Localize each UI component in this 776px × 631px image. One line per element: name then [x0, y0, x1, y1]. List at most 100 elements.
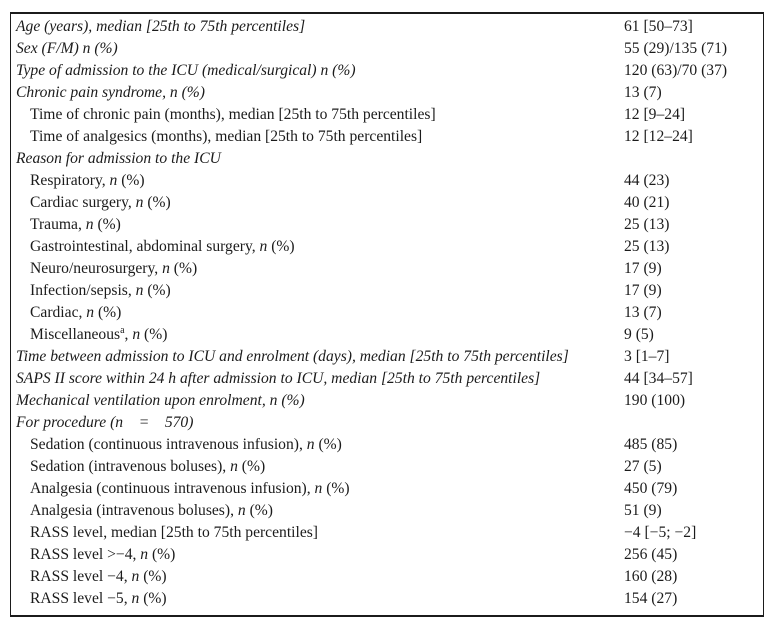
row-value: 13 (7) — [624, 304, 662, 321]
label-segment: (%) — [245, 502, 273, 519]
row-label: Time of analgesics (months), median [25t… — [11, 126, 624, 148]
label-segment: RASS level −4, — [30, 568, 132, 585]
row-label: Neuro/neurosurgery, n (%) — [11, 258, 624, 280]
row-label: Sex (F/M) n (%) — [11, 38, 624, 60]
label-segment: RASS level, median [25th to 75th percent… — [30, 524, 318, 541]
label-segment: n — [140, 546, 149, 563]
row-value: 9 (5) — [624, 326, 654, 343]
label-segment: Miscellaneous — [30, 326, 121, 343]
row-label: Time between admission to ICU and enrolm… — [11, 346, 624, 368]
footnote-marker: a — [120, 324, 125, 336]
label-segment: (%) — [139, 590, 167, 607]
row-label: Cardiac, n (%) — [11, 302, 624, 324]
label-segment: n — [85, 216, 94, 233]
row-label: RASS level >−4, n (%) — [11, 544, 624, 566]
label-segment: (%) — [143, 194, 171, 211]
table-row: Cardiac surgery, n (%) 40 (21) — [11, 192, 763, 214]
table-row: RASS level, median [25th to 75th percent… — [11, 522, 763, 544]
row-label: RASS level, median [25th to 75th percent… — [11, 522, 624, 544]
label-segment: For procedure (n = 570) — [16, 414, 194, 431]
row-value: 44 [34–57] — [624, 370, 693, 387]
table-row: Time of analgesics (months), median [25t… — [11, 126, 763, 148]
row-label: SAPS II score within 24 h after admissio… — [11, 368, 624, 390]
row-value: 450 (79) — [624, 480, 678, 497]
row-label: Trauma, n (%) — [11, 214, 624, 236]
row-value: 3 [1–7] — [624, 348, 670, 365]
patient-characteristics-table: Age (years), median [25th to 75th percen… — [10, 12, 764, 617]
row-value: 485 (85) — [624, 436, 678, 453]
row-label: Time of chronic pain (months), median [2… — [11, 104, 624, 126]
table-row: Time of chronic pain (months), median [2… — [11, 104, 763, 126]
label-segment: Cardiac surgery, — [30, 194, 136, 211]
table-row: Infection/sepsis, n (%) 17 (9) — [11, 280, 763, 302]
table-row: For procedure (n = 570) — [11, 412, 763, 434]
row-value: 13 (7) — [624, 84, 662, 101]
row-value: 12 [12–24] — [624, 128, 693, 145]
label-segment: (%) — [139, 568, 167, 585]
label-segment: n — [131, 590, 140, 607]
table-rows: Age (years), median [25th to 75th percen… — [11, 14, 763, 610]
table-row: RASS level −4, n (%) 160 (28) — [11, 566, 763, 588]
table-row: Gastrointestinal, abdominal surgery, n (… — [11, 236, 763, 258]
row-value: 27 (5) — [624, 458, 662, 475]
label-segment: (%) — [237, 458, 266, 475]
label-segment: n — [109, 172, 118, 189]
label-segment: (%) — [169, 260, 198, 277]
table-row: Type of admission to the ICU (medical/su… — [11, 60, 763, 82]
row-value: 25 (13) — [624, 216, 670, 233]
label-segment: (%) — [140, 326, 168, 343]
row-value: 160 (28) — [624, 568, 678, 585]
label-segment: n — [237, 502, 246, 519]
table-row: Sedation (continuous intravenous infusio… — [11, 434, 763, 456]
label-segment: Neuro/neurosurgery, — [30, 260, 163, 277]
row-value: 190 (100) — [624, 392, 686, 409]
label-segment: Cardiac, — [30, 304, 87, 321]
row-value: 17 (9) — [624, 260, 662, 277]
row-label: Infection/sepsis, n (%) — [11, 280, 624, 302]
row-value: 25 (13) — [624, 238, 670, 255]
row-label: Type of admission to the ICU (medical/su… — [11, 60, 624, 82]
table-row: Trauma, n (%) 25 (13) — [11, 214, 763, 236]
table-row: Chronic pain syndrome, n (%) 13 (7) — [11, 82, 763, 104]
row-value: 51 (9) — [624, 502, 662, 519]
table-row: RASS level >−4, n (%) 256 (45) — [11, 544, 763, 566]
row-value: 61 [50–73] — [624, 18, 693, 35]
row-label: Gastrointestinal, abdominal surgery, n (… — [11, 236, 624, 258]
label-segment: (%) — [322, 480, 350, 497]
label-segment: n — [306, 436, 315, 453]
label-segment: Age (years), median [25th to 75th percen… — [16, 18, 306, 35]
label-segment: n — [230, 458, 238, 475]
row-value: 154 (27) — [624, 590, 678, 607]
label-segment: Time between admission to ICU and enrolm… — [16, 348, 569, 365]
table-row: Cardiac, n (%) 13 (7) — [11, 302, 763, 324]
label-segment: (%) — [93, 216, 121, 233]
table-row: Analgesia (continuous intravenous infusi… — [11, 478, 763, 500]
row-label: Respiratory, n (%) — [11, 170, 624, 192]
label-segment: Infection/sepsis, — [30, 282, 136, 299]
label-segment: n — [259, 238, 268, 255]
label-segment: n — [162, 260, 170, 277]
row-label: RASS level −5, n (%) — [11, 588, 624, 610]
table-row: Age (years), median [25th to 75th percen… — [11, 16, 763, 38]
row-label: Analgesia (continuous intravenous infusi… — [11, 478, 624, 500]
label-segment: (%) — [94, 304, 122, 321]
label-segment: n — [135, 194, 144, 211]
label-segment: Time of chronic pain (months), median [2… — [30, 106, 436, 123]
label-segment: (%) — [314, 436, 342, 453]
label-segment: Chronic pain syndrome, n (%) — [16, 84, 205, 101]
table-row: Respiratory, n (%) 44 (23) — [11, 170, 763, 192]
row-label: Miscellaneousa, n (%) — [11, 324, 624, 346]
label-segment: RASS level >−4, — [30, 546, 141, 563]
label-segment: Type of admission to the ICU (medical/su… — [16, 62, 356, 79]
label-segment: Sedation (intravenous boluses), — [30, 458, 231, 475]
label-segment: n — [86, 304, 95, 321]
table-row: SAPS II score within 24 h after admissio… — [11, 368, 763, 390]
label-segment: RASS level −5, — [30, 590, 132, 607]
label-segment: (%) — [267, 238, 295, 255]
row-label: For procedure (n = 570) — [11, 412, 624, 434]
label-segment: Gastrointestinal, abdominal surgery, — [30, 238, 260, 255]
table-row: Analgesia (intravenous boluses), n (%) 51… — [11, 500, 763, 522]
row-label: RASS level −4, n (%) — [11, 566, 624, 588]
label-segment: n — [132, 326, 141, 343]
label-segment: SAPS II score within 24 h after admissio… — [16, 370, 541, 387]
